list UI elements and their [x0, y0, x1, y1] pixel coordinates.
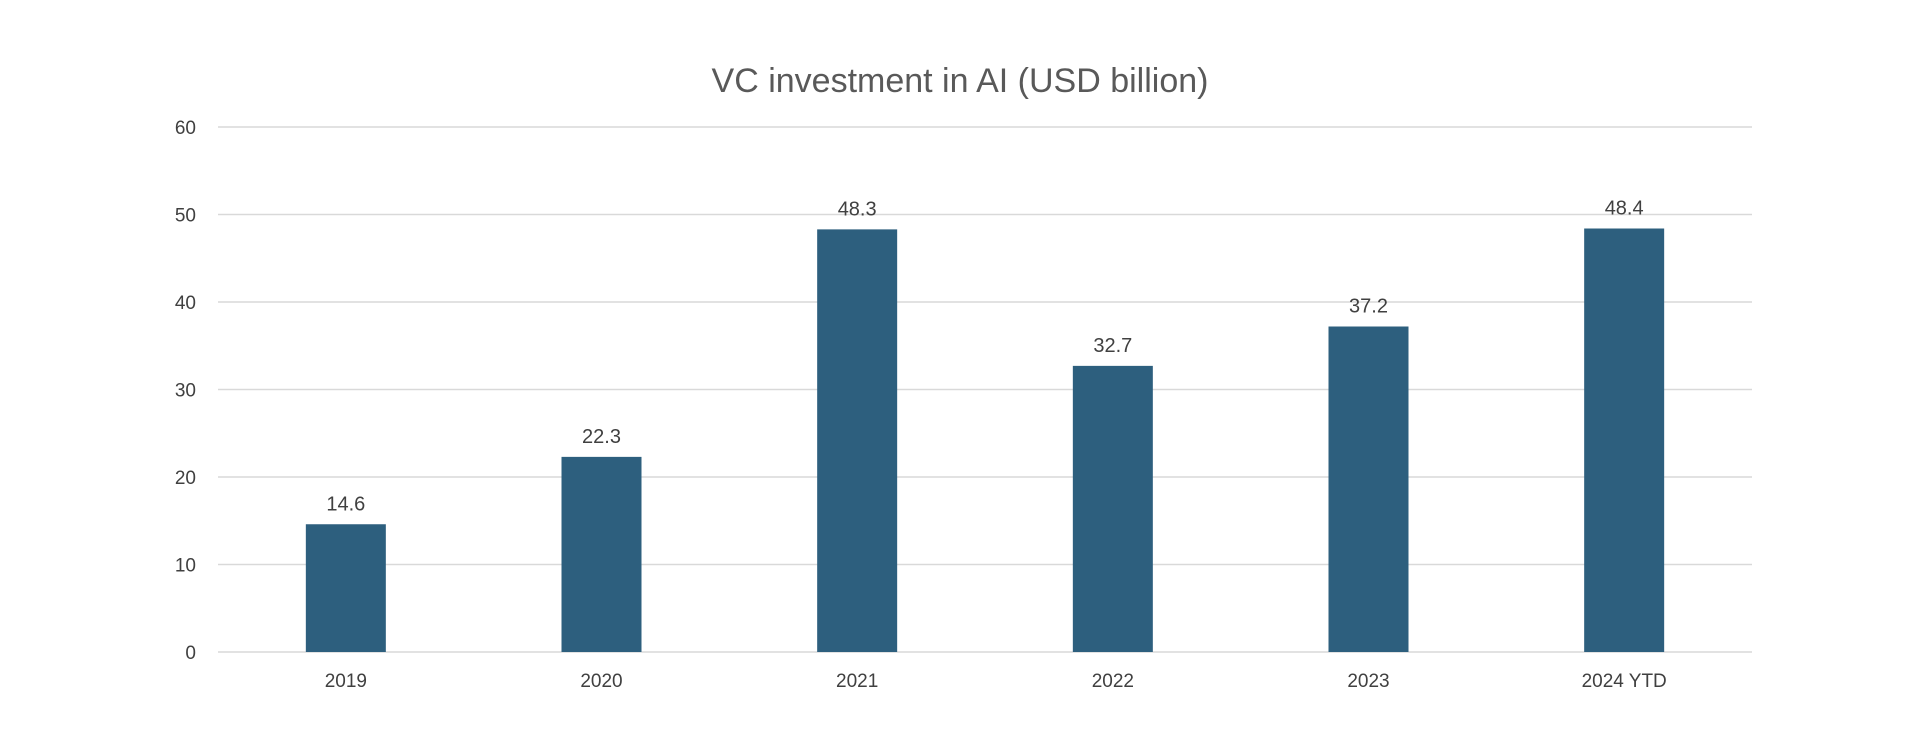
bar: [1328, 326, 1409, 652]
y-tick-label: 40: [175, 293, 196, 314]
gridlines: [218, 126, 1752, 653]
bars: [305, 228, 1665, 652]
y-tick-label: 50: [175, 206, 196, 227]
bar: [561, 456, 642, 652]
data-label: 48.3: [838, 198, 877, 220]
x-tick-label: 2019: [325, 671, 367, 692]
x-axis-ticks: 2019 2020 2021 2022 2023 2024 YTD: [325, 671, 1667, 692]
bar: [1584, 228, 1665, 652]
x-tick-label: 2021: [836, 671, 878, 692]
data-label: 48.4: [1605, 198, 1644, 220]
data-labels: 14.6 22.3 48.3 32.7 37.2 48.4: [326, 198, 1643, 516]
bar: [305, 524, 386, 652]
x-tick-label: 2022: [1092, 671, 1134, 692]
y-tick-label: 30: [175, 381, 196, 402]
chart-title: VC investment in AI (USD billion): [712, 62, 1209, 100]
x-tick-label: 2020: [580, 671, 622, 692]
y-tick-label: 0: [185, 643, 196, 664]
data-label: 32.7: [1093, 335, 1132, 357]
data-label: 22.3: [582, 426, 621, 448]
y-tick-label: 20: [175, 468, 196, 489]
x-tick-label: 2024 YTD: [1582, 671, 1667, 692]
data-label: 14.6: [326, 493, 365, 515]
bar: [1072, 365, 1153, 652]
y-axis-ticks: 0 10 20 30 40 50 60: [175, 118, 196, 664]
data-label: 37.2: [1349, 296, 1388, 318]
bar: [817, 229, 898, 652]
y-tick-label: 10: [175, 556, 196, 577]
y-tick-label: 60: [175, 118, 196, 139]
x-tick-label: 2023: [1347, 671, 1389, 692]
